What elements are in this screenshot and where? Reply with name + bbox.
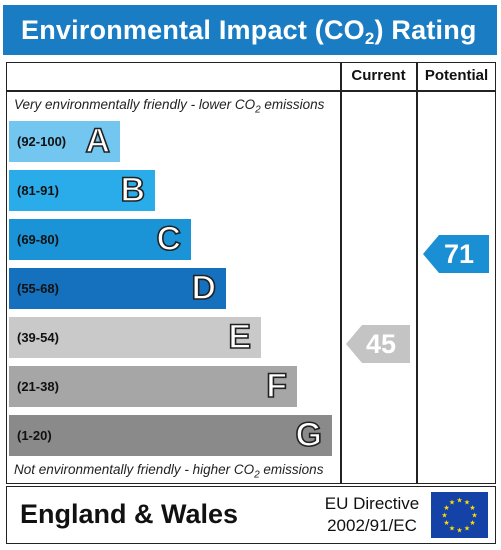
header-row-line-right <box>341 90 496 92</box>
rating-band-e: (39-54) E <box>9 317 261 358</box>
band-range: (21-38) <box>17 379 59 394</box>
band-letter: G <box>295 415 323 455</box>
bottom-note-sub: 2 <box>254 469 260 481</box>
eu-star-icon: ★ <box>471 512 477 520</box>
eu-star-icon: ★ <box>464 525 470 533</box>
eu-directive: EU Directive 2002/91/EC <box>316 493 428 537</box>
eu-flag-icon: ★ ★ ★ ★ ★ ★ ★ ★ ★ ★ ★ ★ <box>431 492 488 538</box>
eu-star-icon: ★ <box>441 512 447 520</box>
current-column-header: Current <box>351 67 406 84</box>
eu-star-icon: ★ <box>464 499 470 507</box>
rating-band-d: (55-68) D <box>9 268 226 309</box>
divider-potential <box>416 62 418 484</box>
footer <box>6 486 496 544</box>
rating-band-c: (69-80) C <box>9 219 191 260</box>
divider-current <box>340 62 342 484</box>
title-sub: 2 <box>364 29 375 48</box>
current-rating-arrow: 45 <box>346 325 410 363</box>
potential-rating-value: 71 <box>444 238 475 269</box>
band-range: (81-91) <box>17 183 59 198</box>
potential-rating-arrow: 71 <box>423 235 489 273</box>
eu-star-icon: ★ <box>469 519 475 527</box>
top-note: Very environmentally friendly - lower CO… <box>14 97 324 116</box>
potential-arrow-shape <box>423 235 489 273</box>
band-range: (39-54) <box>17 330 59 345</box>
title-tail: ) Rating <box>374 15 477 45</box>
potential-column-header: Potential <box>424 67 489 84</box>
rating-band-g: (1-20) G <box>9 415 332 456</box>
band-letter: F <box>265 366 287 406</box>
band-letter: B <box>120 170 146 210</box>
current-rating-value: 45 <box>366 328 397 359</box>
eu-star-icon: ★ <box>456 527 462 535</box>
title-main: Environmental Impact (CO <box>21 15 365 45</box>
rating-band-b: (81-91) B <box>9 170 155 211</box>
eu-star-icon: ★ <box>469 504 475 512</box>
band-range: (1-20) <box>17 428 52 443</box>
band-range: (92-100) <box>17 134 67 149</box>
directive-line-1: EU Directive <box>324 494 420 513</box>
rating-title: Environmental Impact (CO2) Rating <box>3 5 497 55</box>
top-note-sub: 2 <box>255 104 261 116</box>
rating-band-a: (92-100) A <box>9 121 120 162</box>
bottom-note: Not environmentally friendly - higher CO… <box>14 462 323 481</box>
header-row-line <box>6 90 341 92</box>
band-range: (55-68) <box>17 281 59 296</box>
band-letter: A <box>85 121 111 161</box>
eu-star-icon: ★ <box>443 519 449 527</box>
rating-frame <box>6 62 496 484</box>
top-note-pre: Very environmentally friendly - lower CO <box>14 97 256 112</box>
region-label: England & Wales <box>20 499 239 529</box>
band-letter: C <box>156 219 182 259</box>
bottom-note-post: emissions <box>259 462 324 477</box>
eu-star-icon: ★ <box>456 497 462 505</box>
eu-star-icon: ★ <box>443 504 449 512</box>
top-note-post: emissions <box>260 97 325 112</box>
rating-band-f: (21-38) F <box>9 366 297 407</box>
band-letter: E <box>228 317 252 357</box>
band-letter: D <box>191 268 217 308</box>
current-arrow-shape <box>346 325 410 363</box>
eu-star-icon: ★ <box>449 499 455 507</box>
eu-stars: ★ ★★★★★★★★★★★ <box>441 497 477 535</box>
band-range: (69-80) <box>17 232 59 247</box>
eu-star-icon: ★ <box>449 525 455 533</box>
bottom-note-pre: Not environmentally friendly - higher CO <box>14 462 255 477</box>
directive-line-2: 2002/91/EC <box>327 516 417 535</box>
